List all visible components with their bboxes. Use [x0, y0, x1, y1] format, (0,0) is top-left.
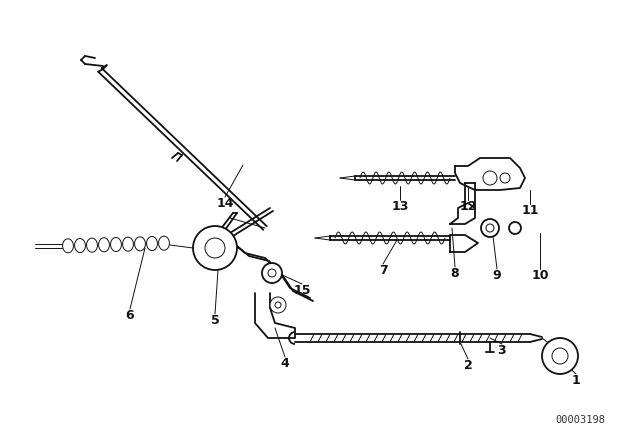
Text: 13: 13	[391, 199, 409, 212]
Text: 11: 11	[521, 203, 539, 216]
Text: 7: 7	[379, 263, 387, 276]
Text: 2: 2	[463, 358, 472, 371]
Circle shape	[509, 222, 521, 234]
Circle shape	[275, 302, 281, 308]
Text: 14: 14	[216, 197, 234, 210]
Text: 5: 5	[211, 314, 220, 327]
Circle shape	[483, 171, 497, 185]
Text: 3: 3	[498, 344, 506, 357]
Circle shape	[542, 338, 578, 374]
Text: 9: 9	[493, 268, 501, 281]
Text: 12: 12	[460, 199, 477, 212]
Circle shape	[268, 269, 276, 277]
Circle shape	[500, 173, 510, 183]
Circle shape	[270, 297, 286, 313]
Text: 1: 1	[572, 374, 580, 387]
Text: 8: 8	[451, 267, 460, 280]
Text: 00003198: 00003198	[555, 415, 605, 425]
Text: 15: 15	[293, 284, 311, 297]
Text: 4: 4	[280, 357, 289, 370]
Circle shape	[552, 348, 568, 364]
Circle shape	[193, 226, 237, 270]
Circle shape	[205, 238, 225, 258]
Circle shape	[481, 219, 499, 237]
Text: 10: 10	[531, 268, 548, 281]
Circle shape	[486, 224, 494, 232]
Circle shape	[262, 263, 282, 283]
Text: 6: 6	[125, 309, 134, 322]
